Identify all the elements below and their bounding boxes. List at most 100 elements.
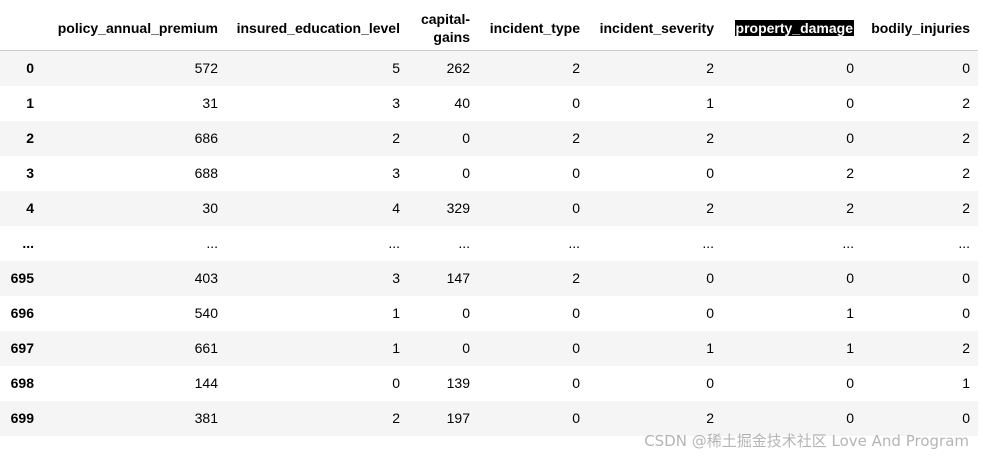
property-damage-highlight: property_damage bbox=[734, 20, 854, 36]
table-row: 0 572 5 262 2 2 0 0 bbox=[0, 50, 978, 86]
index-header bbox=[0, 6, 46, 51]
table-cell: 1 bbox=[962, 375, 970, 391]
table-cell: 2 bbox=[706, 130, 714, 146]
table-body: 0 572 5 262 2 2 0 0 1 31 3 40 0 1 0 2 2 686 2 0 2 2 0 2 3 688 3 0 0 0… bbox=[0, 50, 978, 436]
column-header-capital-gains: capital-gains bbox=[408, 6, 478, 51]
table-cell: 3 bbox=[392, 165, 400, 181]
table-cell: 0 bbox=[706, 305, 714, 321]
table-cell: 197 bbox=[446, 410, 470, 426]
table-row: 696 540 1 0 0 0 1 0 bbox=[0, 296, 978, 331]
capital-gains-line-1: capital- bbox=[420, 11, 470, 27]
column-header-property-damage: property_damage bbox=[722, 6, 862, 51]
table-cell: 2 bbox=[706, 200, 714, 216]
row-index: 697 bbox=[10, 340, 34, 356]
column-header-incident-severity: incident_severity bbox=[588, 6, 722, 51]
row-index: 0 bbox=[26, 60, 34, 77]
table-cell: 2 bbox=[846, 165, 854, 181]
table-cell: 1 bbox=[846, 305, 854, 321]
table-cell: 2 bbox=[572, 270, 580, 286]
table-cell: 0 bbox=[846, 410, 854, 426]
table-cell: 0 bbox=[706, 375, 714, 391]
table-cell: 0 bbox=[962, 60, 970, 77]
table-row: 699 381 2 197 0 2 0 0 bbox=[0, 400, 978, 436]
table-cell: 0 bbox=[962, 410, 970, 426]
table-row: 695 403 3 147 2 0 0 0 bbox=[0, 260, 978, 296]
table-row: 3 688 3 0 0 0 2 2 bbox=[0, 156, 978, 191]
row-index: ... bbox=[22, 235, 34, 251]
table-cell: 0 bbox=[846, 130, 854, 146]
table-cell: 139 bbox=[446, 375, 470, 391]
table-cell: 31 bbox=[202, 95, 218, 111]
row-index: 2 bbox=[26, 130, 34, 146]
table-cell: ... bbox=[958, 235, 970, 251]
table-cell: 661 bbox=[194, 340, 218, 356]
column-header-insured-education-level: insured_education_level bbox=[226, 6, 408, 51]
table-row: 1 31 3 40 0 1 0 2 bbox=[0, 86, 978, 121]
table-cell: 147 bbox=[446, 270, 470, 286]
table-cell: 0 bbox=[706, 165, 714, 181]
table-cell: 0 bbox=[572, 340, 580, 356]
row-index: 3 bbox=[26, 165, 34, 181]
table-cell: ... bbox=[206, 235, 218, 251]
row-index: 4 bbox=[26, 200, 34, 216]
table-cell: 2 bbox=[392, 410, 400, 426]
table-cell: 0 bbox=[962, 270, 970, 286]
capital-gains-line-2: gains bbox=[433, 29, 470, 45]
table-cell: 572 bbox=[194, 60, 218, 77]
table-cell: ... bbox=[388, 235, 400, 251]
table-cell: 0 bbox=[572, 95, 580, 111]
table-cell: 3 bbox=[392, 95, 400, 111]
table-cell: ... bbox=[702, 235, 714, 251]
table-cell: 2 bbox=[962, 340, 970, 356]
row-index: 695 bbox=[10, 270, 34, 286]
table-cell: 30 bbox=[202, 200, 218, 216]
row-index: 696 bbox=[10, 305, 34, 321]
table-cell: 381 bbox=[194, 410, 218, 426]
table-cell: 0 bbox=[392, 375, 400, 391]
table-cell: 1 bbox=[392, 305, 400, 321]
table-cell: 144 bbox=[194, 375, 218, 391]
row-index: 1 bbox=[26, 95, 34, 111]
table-row: 698 144 0 139 0 0 0 1 bbox=[0, 366, 978, 401]
table-cell: 2 bbox=[706, 60, 714, 77]
table-cell: ... bbox=[458, 235, 470, 251]
table-cell: 0 bbox=[462, 305, 470, 321]
table-cell: 2 bbox=[846, 200, 854, 216]
table-cell: 2 bbox=[962, 200, 970, 216]
table-cell: 0 bbox=[706, 270, 714, 286]
table-cell: 0 bbox=[846, 60, 854, 77]
table-cell: 0 bbox=[572, 200, 580, 216]
table-cell: 4 bbox=[392, 200, 400, 216]
table-cell: ... bbox=[842, 235, 854, 251]
table-cell: 403 bbox=[194, 270, 218, 286]
table-cell: 1 bbox=[706, 340, 714, 356]
table-cell: 1 bbox=[392, 340, 400, 356]
table-cell: 2 bbox=[706, 410, 714, 426]
table-cell: 0 bbox=[962, 305, 970, 321]
table-cell: 0 bbox=[572, 410, 580, 426]
table-cell: 2 bbox=[572, 60, 580, 77]
table-row: ........................ bbox=[0, 226, 978, 261]
table-cell: 0 bbox=[572, 165, 580, 181]
table-cell: 0 bbox=[572, 305, 580, 321]
table-cell: 0 bbox=[462, 130, 470, 146]
row-index: 698 bbox=[10, 375, 34, 391]
table-cell: 329 bbox=[446, 200, 470, 216]
header-row: policy_annual_premium insured_education_… bbox=[0, 6, 978, 51]
table-cell: 2 bbox=[962, 130, 970, 146]
column-header-bodily-injuries: bodily_injuries bbox=[862, 6, 978, 51]
table-cell: ... bbox=[568, 235, 580, 251]
row-index: 699 bbox=[10, 410, 34, 426]
table-cell: 0 bbox=[462, 340, 470, 356]
table-row: 697 661 1 0 0 1 1 2 bbox=[0, 330, 978, 366]
table-cell: 262 bbox=[446, 60, 470, 77]
table-cell: 2 bbox=[392, 130, 400, 146]
table-cell: 0 bbox=[846, 95, 854, 111]
table-cell: 2 bbox=[572, 130, 580, 146]
table-cell: 1 bbox=[706, 95, 714, 111]
table-cell: 688 bbox=[194, 165, 218, 181]
table-cell: 40 bbox=[454, 95, 470, 111]
table-row: 2 686 2 0 2 2 0 2 bbox=[0, 120, 978, 156]
dataframe-table: policy_annual_premium insured_education_… bbox=[0, 6, 978, 436]
column-header-incident-type: incident_type bbox=[478, 6, 588, 51]
